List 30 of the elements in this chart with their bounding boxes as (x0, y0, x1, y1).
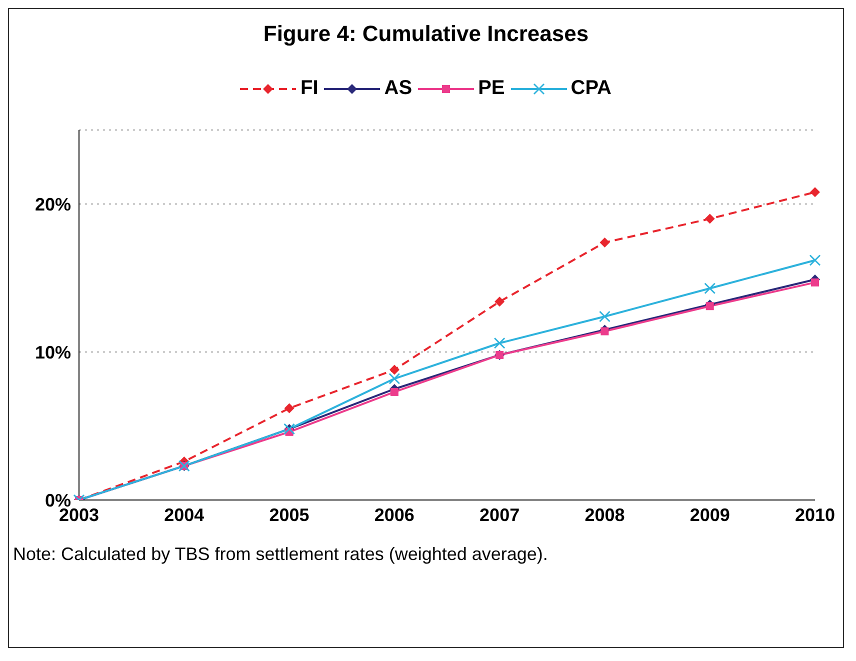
text: Note: Calculated by TBS from settlement rates (weighted average). (13, 544, 549, 565)
x-tick-label: 2004 (164, 504, 204, 525)
point (494, 337, 506, 349)
point (598, 310, 610, 322)
legend-label: FI (300, 77, 318, 100)
x-tick-label: 2007 (480, 504, 520, 525)
y-tick-label: 10% (34, 342, 71, 362)
point (494, 296, 505, 307)
legend-label: CPA (570, 77, 612, 100)
point (810, 187, 820, 198)
point (704, 214, 715, 224)
x-tick-label: 2009 (690, 504, 730, 525)
legend-label: PE (478, 77, 505, 100)
x-tick-label: 2006 (374, 504, 414, 525)
point (389, 364, 400, 375)
point (390, 388, 398, 396)
point (706, 302, 714, 310)
x-tick-label: 2005 (269, 504, 310, 525)
point (388, 372, 400, 384)
point (809, 254, 821, 266)
point (600, 327, 609, 336)
point (704, 282, 716, 294)
point (811, 278, 819, 286)
point (600, 237, 610, 248)
x-tick-label: 2008 (584, 504, 625, 525)
y-tick-label: 20% (34, 194, 71, 214)
point (284, 403, 294, 414)
legend-label: AS (384, 77, 412, 100)
chart-title: Figure 4: Cumulative Increases (262, 21, 590, 47)
x-tick-label: 2010 (794, 504, 836, 525)
